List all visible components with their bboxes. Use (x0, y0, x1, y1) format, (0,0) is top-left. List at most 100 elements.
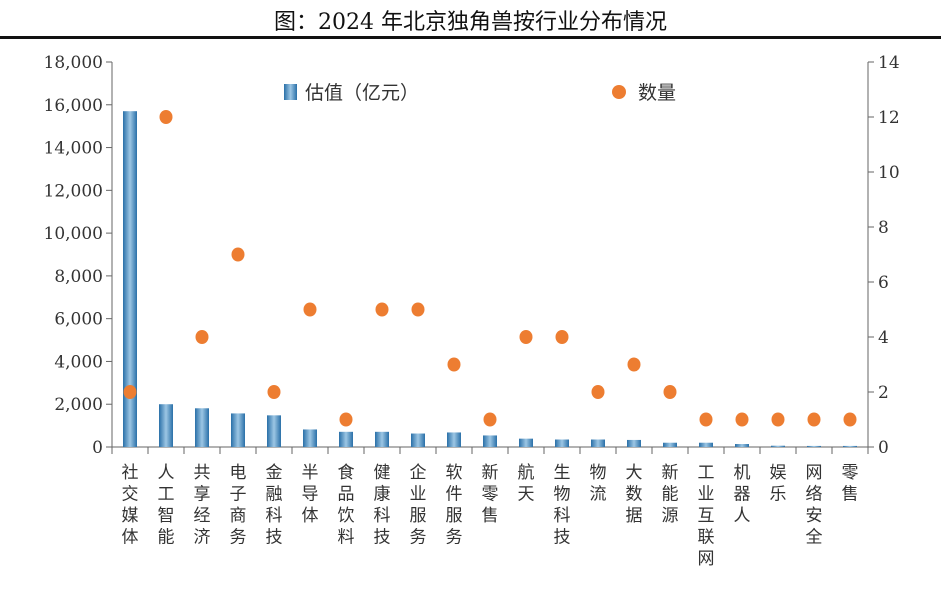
legend-dot-swatch (612, 85, 626, 99)
category-label-char: 济 (194, 528, 211, 548)
bar-健康科技 (375, 431, 389, 447)
category-label: 大数据 (626, 463, 643, 526)
category-label-char: 体 (302, 506, 319, 526)
bar-娱乐 (771, 445, 785, 447)
bar-人工智能 (159, 404, 173, 447)
category-label-char: 科 (554, 506, 571, 526)
bar-新零售 (483, 435, 497, 447)
category-label: 电子商务 (230, 463, 247, 548)
point-人工智能 (159, 110, 173, 124)
category-label-char: 络 (806, 485, 823, 505)
category-label-char: 机 (734, 463, 751, 483)
category-label-char: 售 (482, 506, 499, 526)
bar-社交媒体 (123, 111, 137, 447)
category-label-char: 物 (554, 485, 571, 505)
category-label-char: 流 (590, 485, 607, 505)
point-零售 (843, 412, 857, 427)
point-社交媒体 (123, 385, 137, 399)
category-label: 共享经济 (194, 463, 211, 548)
category-label-char: 航 (518, 463, 535, 483)
category-label-char: 服 (410, 506, 427, 526)
category-label-char: 体 (122, 528, 139, 548)
category-label-char: 器 (734, 485, 751, 505)
point-新零售 (483, 412, 497, 427)
category-label-char: 新 (482, 463, 499, 483)
left-tick-label: 10,000 (44, 224, 103, 244)
category-label-char: 企 (410, 463, 427, 483)
legend-label-valuation: 估值（亿元） (305, 82, 419, 104)
category-label-char: 智 (158, 506, 175, 526)
category-label-char: 互 (698, 506, 715, 526)
point-生物科技 (555, 330, 569, 344)
category-label: 社交媒体 (122, 463, 139, 548)
right-tick-label: 10 (878, 163, 900, 183)
point-健康科技 (375, 302, 389, 317)
left-tick-label: 8,000 (54, 267, 103, 287)
point-电子商务 (231, 247, 245, 262)
bar-金融科技 (267, 415, 281, 447)
point-半导体 (303, 302, 317, 317)
left-tick-label: 18,000 (44, 53, 103, 73)
category-label-char: 物 (590, 463, 607, 483)
right-tick-label: 12 (878, 108, 900, 128)
category-label-char: 服 (446, 506, 463, 526)
category-label: 食品饮料 (338, 463, 355, 548)
category-label-char: 务 (230, 528, 247, 548)
category-label-char: 社 (122, 463, 139, 483)
category-label-char: 软 (446, 463, 463, 483)
bar-零售 (843, 445, 857, 447)
bar-企业服务 (411, 433, 425, 447)
category-label-char: 乐 (770, 485, 787, 505)
category-label: 企业服务 (410, 463, 427, 548)
category-label: 机器人 (734, 463, 751, 526)
category-label-char: 健 (374, 463, 391, 483)
point-软件服务 (447, 357, 461, 372)
legend-bar-swatch (284, 84, 297, 100)
category-label: 娱乐 (770, 463, 787, 505)
category-label-char: 享 (194, 485, 211, 505)
category-label: 人工智能 (158, 463, 175, 548)
category-label-char: 数 (626, 485, 643, 505)
left-tick-label: 12,000 (44, 181, 103, 201)
bar-电子商务 (231, 413, 245, 447)
right-tick-label: 14 (878, 53, 900, 73)
bar-半导体 (303, 429, 317, 447)
category-label-char: 据 (626, 506, 643, 526)
left-tick-label: 14,000 (44, 139, 103, 159)
point-食品饮料 (339, 412, 353, 427)
category-label-char: 料 (338, 528, 355, 548)
category-label-char: 科 (374, 506, 391, 526)
point-机器人 (735, 412, 749, 427)
category-label-char: 网 (806, 463, 823, 483)
category-label: 新零售 (482, 463, 499, 526)
point-大数据 (627, 357, 641, 372)
category-label: 零售 (842, 463, 859, 505)
point-物流 (591, 385, 605, 399)
point-航天 (519, 330, 533, 344)
point-企业服务 (411, 302, 425, 317)
point-共享经济 (195, 330, 209, 344)
right-tick-label: 8 (878, 218, 889, 238)
category-label-char: 能 (158, 528, 175, 548)
title-rule (0, 36, 941, 39)
category-label-char: 业 (410, 485, 427, 505)
category-label-char: 人 (734, 506, 751, 526)
point-金融科技 (267, 385, 281, 399)
bar-工业互联网 (699, 442, 713, 447)
bar-共享经济 (195, 408, 209, 447)
category-label-char: 融 (266, 485, 283, 505)
category-label-char: 源 (662, 506, 679, 526)
category-label-char: 娱 (770, 463, 787, 483)
point-新能源 (663, 385, 677, 399)
point-工业互联网 (699, 412, 713, 427)
category-label: 网络安全 (806, 463, 823, 548)
bar-物流 (591, 439, 605, 447)
category-label-char: 子 (230, 485, 247, 505)
category-label-char: 务 (410, 528, 427, 548)
left-tick-label: 6,000 (54, 310, 103, 330)
category-label-char: 能 (662, 485, 679, 505)
category-label-char: 半 (302, 463, 319, 483)
category-label: 生物科技 (554, 463, 571, 548)
left-tick-label: 2,000 (54, 395, 103, 415)
